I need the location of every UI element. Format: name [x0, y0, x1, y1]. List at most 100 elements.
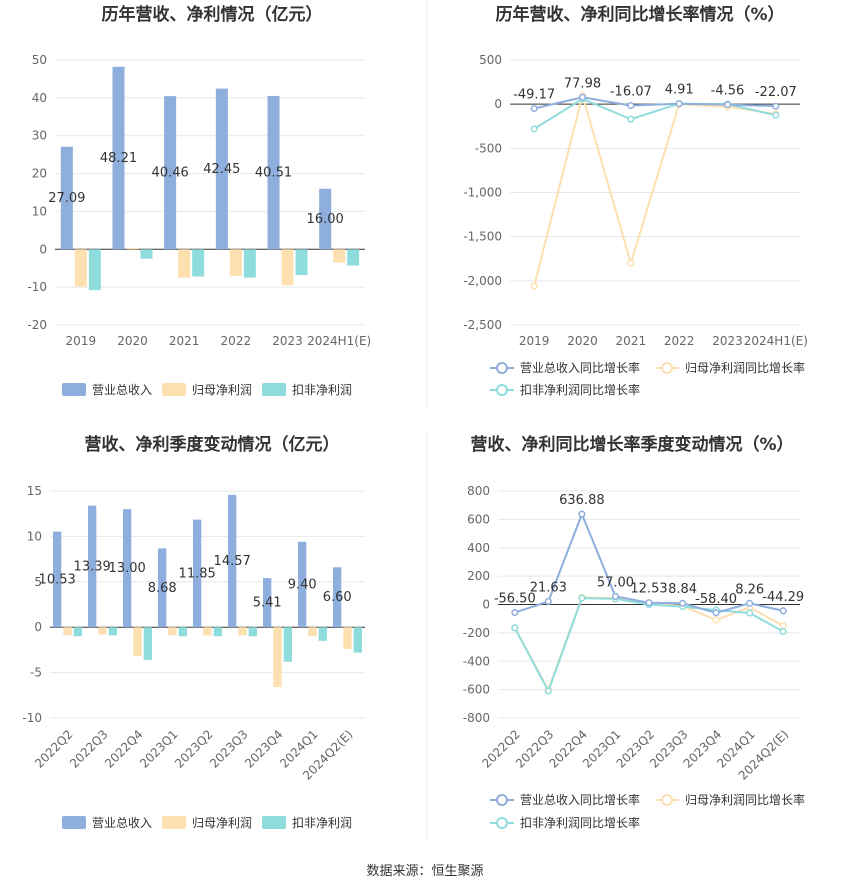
y-tick-label: 0: [34, 620, 42, 634]
data-label: 57.00: [597, 575, 634, 590]
chart-annual-growth: 历年营收、净利同比增长率情况（%） 500 0 -500 -1,000 -1,500 -2,…: [463, 4, 808, 397]
data-label: -58.40: [695, 592, 737, 607]
y-tick-label: -800: [463, 711, 490, 725]
legend-marker: [496, 384, 508, 396]
bar-归母净利润-2020: [126, 248, 139, 250]
data-label: 13.39: [74, 559, 111, 574]
bar-营业总收入-2024H1(E): [319, 188, 332, 250]
y-tick-label: -10: [22, 711, 42, 725]
x-tick-label: 2019: [519, 334, 550, 348]
data-label: 14.57: [214, 554, 251, 569]
bar-扣非净利润-2021: [192, 249, 205, 277]
x-tick-label: 2020: [567, 334, 598, 348]
x-tick-label: 2023: [272, 334, 303, 348]
y-tick-label: -500: [475, 141, 502, 155]
data-label: 9.40: [288, 578, 317, 593]
series-line-营业总收入同比增长率: [514, 511, 784, 614]
point-营业总收入同比增长率-2024Q1: [746, 599, 754, 607]
legend-label: 归母净利润同比增长率: [685, 360, 805, 375]
y-tick-label: 600: [467, 512, 490, 526]
y-tick-label: 0: [494, 97, 502, 111]
bar-归母净利润-2024H1(E): [333, 249, 346, 263]
y-tick-label: -1,000: [463, 186, 502, 200]
bar-扣非净利润-2024Q2(E): [353, 627, 362, 653]
data-label: 12.53: [630, 582, 667, 597]
x-tick-label: 2023: [712, 334, 743, 348]
legend-label: 归母净利润同比增长率: [685, 792, 805, 807]
legend-marker: [661, 362, 673, 374]
chart-title: 历年营收、净利同比增长率情况（%）: [495, 4, 784, 25]
x-tick-label: 2020: [117, 334, 148, 348]
legend-label: 营业总收入: [92, 383, 152, 397]
y-tick-label: 10: [32, 204, 47, 218]
data-label: 13.00: [109, 561, 146, 576]
bar-营业总收入-2020: [112, 66, 125, 250]
data-label: -44.29: [762, 590, 804, 605]
y-tick-label: 200: [467, 569, 490, 583]
bar-归母净利润-2023Q1: [168, 627, 177, 636]
bar-扣非净利润-2022Q4: [143, 627, 152, 660]
point-扣非净利润同比增长率-2024H1(E): [772, 111, 780, 119]
data-label: 42.45: [203, 162, 240, 177]
bar-营业总收入-2024Q2(E): [333, 567, 342, 628]
bar-扣非净利润-2024H1(E): [347, 249, 360, 266]
bar-归母净利润-2022Q3: [98, 627, 107, 635]
point-归母净利润同比增长率-2021: [627, 259, 635, 267]
y-tick-label: 50: [32, 53, 47, 67]
chart-title: 营收、净利季度变动情况（亿元）: [85, 434, 340, 455]
bar-营业总收入-2023Q1: [158, 548, 167, 628]
point-营业总收入同比增长率-2023Q4: [712, 609, 720, 617]
data-label: 5.41: [253, 596, 282, 611]
data-label: 636.88: [559, 493, 605, 508]
x-tick-label: 2024H1(E): [307, 334, 371, 348]
point-归母净利润同比增长率-2023Q4: [712, 616, 720, 624]
data-label: -22.07: [755, 85, 797, 100]
legend: 营业总收入 归母净利润 扣非净利润: [62, 383, 352, 397]
legend-swatch-营业总收入: [62, 383, 86, 396]
point-归母净利润同比增长率-2024Q2(E): [779, 622, 787, 630]
y-tick-label: -5: [30, 666, 42, 680]
legend-swatch-营业总收入: [62, 816, 86, 829]
point-营业总收入同比增长率-2022Q2: [511, 608, 519, 617]
series-line-扣非净利润同比增长率: [513, 597, 784, 694]
bar-扣非净利润-2022Q2: [73, 627, 82, 637]
bar-归母净利润-2023Q2: [203, 627, 212, 636]
x-tick-label: 2022: [221, 334, 252, 348]
legend-marker: [496, 362, 508, 374]
y-tick-label: 5: [34, 575, 42, 589]
y-tick-label: 40: [32, 91, 47, 105]
bar-扣非净利润-2024Q1: [318, 627, 327, 641]
point-归母净利润同比增长率-2019: [530, 282, 538, 290]
point-营业总收入同比增长率-2021: [627, 102, 635, 110]
data-label: -56.50: [494, 592, 536, 607]
series-line-归母净利润同比增长率: [513, 596, 784, 693]
point-扣非净利润同比增长率-2022Q4: [578, 594, 586, 602]
y-tick-label: -1,500: [463, 230, 502, 244]
point-扣非净利润同比增长率-2024Q2(E): [779, 627, 787, 636]
point-营业总收入同比增长率-2023: [723, 101, 732, 109]
bar-扣非净利润-2023Q1: [178, 627, 187, 637]
data-label: -49.17: [513, 88, 555, 103]
legend-swatch-扣非净利润: [262, 383, 286, 396]
bar-营业总收入-2024Q1: [298, 541, 307, 628]
bar-扣非净利润-2019: [88, 249, 101, 291]
point-营业总收入同比增长率-2022Q3: [544, 597, 552, 605]
point-营业总收入同比增长率-2023Q1: [611, 592, 619, 600]
point-扣非净利润同比增长率-2021: [627, 115, 635, 123]
y-tick-label: -20: [27, 318, 47, 332]
point-营业总收入同比增长率-2023Q2: [645, 599, 653, 607]
point-营业总收入同比增长率-2019: [530, 104, 538, 113]
point-营业总收入同比增长率-2022Q4: [578, 510, 586, 518]
data-label: 40.51: [255, 166, 292, 181]
y-tick-label: -600: [463, 683, 490, 697]
series-line-扣非净利润同比增长率: [533, 97, 777, 130]
point-营业总收入同比增长率-2024Q2(E): [779, 607, 787, 615]
bar-归母净利润-2022Q2: [63, 627, 72, 636]
bar-营业总收入-2023: [267, 95, 280, 250]
bar-扣非净利润-2023Q2: [213, 627, 222, 637]
y-tick-label: 500: [479, 53, 502, 67]
data-label: 40.46: [152, 166, 189, 181]
series-line-营业总收入同比增长率: [533, 96, 776, 110]
bar-营业总收入-2022Q3: [88, 505, 97, 628]
